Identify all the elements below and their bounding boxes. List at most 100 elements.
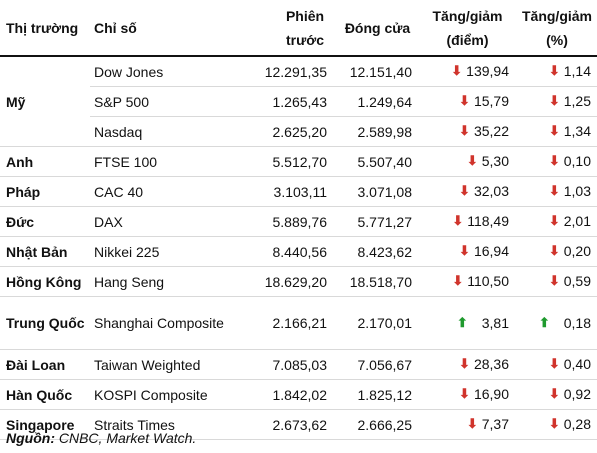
close-cell: 7.056,67: [335, 349, 420, 380]
previous-cell: 5.889,76: [250, 206, 335, 237]
change-pts-cell: ⬇ 118,49: [420, 206, 515, 237]
header-change-pts-text: Tăng/giảm (điểm): [432, 7, 503, 48]
previous-cell: 7.085,03: [250, 349, 335, 380]
table-row: Nhật Bản Nikkei 225 8.440,56 8.423,62 ⬇ 16,94…: [0, 236, 597, 267]
market-cell: Đức: [0, 206, 90, 237]
table-row: Trung Quốc Shanghai Composite 2.166,21 2.17…: [0, 296, 597, 350]
index-cell: Nikkei 225: [90, 236, 250, 267]
close-cell: 5.771,27: [335, 206, 420, 237]
change-pts-cell: ⬇ 5,30: [420, 146, 515, 177]
market-cell: Nhật Bản: [0, 236, 90, 267]
arrow-down-icon: ⬇: [452, 273, 464, 288]
arrow-down-icon: ⬇: [459, 93, 470, 108]
index-cell: CAC 40: [90, 176, 250, 207]
table-row: Anh FTSE 100 5.512,70 5.507,40 ⬇ 5,30 ⬇ 0,10: [0, 146, 597, 177]
previous-cell: 1.842,02: [250, 379, 335, 410]
change-pct-value: 0,92: [563, 386, 591, 402]
change-pts-cell: ⬇ 28,36: [420, 349, 515, 380]
change-pts-cell: ⬇ 7,37: [420, 409, 515, 440]
source-label: Nguồn:: [6, 430, 55, 446]
change-pct-value: 0,59: [563, 273, 591, 289]
header-previous-text: Phiên trước: [285, 7, 325, 48]
change-pct-cell: ⬆ 0,18: [515, 296, 597, 350]
arrow-down-icon: ⬇: [548, 213, 560, 228]
arrow-down-icon: ⬇: [466, 416, 478, 431]
close-cell: 12.151,40: [335, 56, 420, 87]
change-pts-cell: ⬇ 15,79: [420, 86, 515, 117]
market-cell: Singapore: [0, 409, 90, 440]
market-cell: Hàn Quốc: [0, 379, 90, 410]
arrow-down-icon: ⬇: [548, 356, 560, 371]
arrow-down-icon: ⬇: [459, 183, 470, 198]
change-pct-value: 0,40: [563, 356, 591, 372]
change-pts-value: 16,94: [473, 243, 509, 259]
index-cell: Dow Jones: [90, 56, 250, 87]
change-pts-value: 118,49: [467, 213, 509, 229]
change-pct-value: 1,14: [563, 63, 591, 79]
source-text: CNBC, Market Watch.: [58, 430, 197, 446]
header-close: Đóng cửa: [335, 0, 420, 57]
change-pts-cell: ⬇ 16,94: [420, 236, 515, 267]
table-row: S&P 500 1.265,43 1.249,64 ⬇ 15,79 ⬇ 1,25: [0, 86, 597, 117]
index-cell: Shanghai Composite: [90, 296, 250, 350]
market-cell: Anh: [0, 146, 90, 177]
change-pts-value: 5,30: [481, 153, 509, 169]
previous-cell: 2.625,20: [250, 116, 335, 147]
previous-cell: 8.440,56: [250, 236, 335, 267]
change-pct-cell: ⬇ 0,59: [515, 266, 597, 297]
change-pct-value: 0,28: [563, 416, 591, 432]
table-row: Nasdaq 2.625,20 2.589,98 ⬇ 35,22 ⬇ 1,34: [0, 116, 597, 147]
close-cell: 2.666,25: [335, 409, 420, 440]
previous-cell: 18.629,20: [250, 266, 335, 297]
change-pts-cell: ⬇ 139,94: [420, 56, 515, 87]
change-pts-value: 28,36: [473, 356, 509, 372]
market-cell: Trung Quốc: [0, 296, 90, 350]
change-pct-cell: ⬇ 1,03: [515, 176, 597, 207]
arrow-up-icon: ⬆: [538, 314, 550, 330]
change-pct-value: 2,01: [563, 213, 591, 229]
arrow-down-icon: ⬇: [451, 63, 463, 78]
arrow-up-icon: ⬆: [456, 314, 468, 330]
change-pct-cell: ⬇ 0,10: [515, 146, 597, 177]
index-cell: Nasdaq: [90, 116, 250, 147]
close-cell: 5.507,40: [335, 146, 420, 177]
change-pts-value: 15,79: [473, 93, 509, 109]
change-pts-value: 35,22: [473, 123, 509, 139]
close-cell: 2.589,98: [335, 116, 420, 147]
close-cell: 18.518,70: [335, 266, 420, 297]
market-cell: Hồng Kông: [0, 266, 90, 297]
arrow-down-icon: ⬇: [459, 356, 470, 371]
change-pct-value: 0,10: [563, 153, 591, 169]
header-change-pct: Tăng/giảm (%): [515, 0, 597, 57]
change-pct-value: 1,34: [563, 123, 591, 139]
change-pts-cell: ⬇ 32,03: [420, 176, 515, 207]
index-cell: DAX: [90, 206, 250, 237]
arrow-down-icon: ⬇: [459, 123, 470, 138]
table-row: Đài Loan Taiwan Weighted 7.085,03 7.056,67 ⬇…: [0, 349, 597, 380]
change-pct-cell: ⬇ 1,14: [515, 56, 597, 87]
previous-cell: 2.166,21: [250, 296, 335, 350]
header-change-pct-text: Tăng/giảm (%): [521, 7, 592, 48]
arrow-down-icon: ⬇: [466, 153, 478, 168]
header-change-pts: Tăng/giảm (điểm): [420, 0, 515, 57]
change-pts-cell: ⬆ 3,81: [420, 296, 515, 350]
arrow-down-icon: ⬇: [548, 153, 560, 168]
arrow-down-icon: ⬇: [548, 416, 560, 431]
arrow-down-icon: ⬇: [548, 123, 560, 138]
index-cell: Hang Seng: [90, 266, 250, 297]
change-pts-value: 7,37: [481, 416, 509, 432]
arrow-down-icon: ⬇: [459, 386, 470, 401]
arrow-down-icon: ⬇: [452, 213, 464, 228]
previous-cell: 3.103,11: [250, 176, 335, 207]
change-pct-cell: ⬇ 0,20: [515, 236, 597, 267]
change-pct-value: 1,25: [563, 93, 591, 109]
arrow-down-icon: ⬇: [459, 243, 470, 258]
arrow-down-icon: ⬇: [548, 243, 560, 258]
change-pct-cell: ⬇ 2,01: [515, 206, 597, 237]
change-pts-cell: ⬇ 110,50: [420, 266, 515, 297]
close-cell: 3.071,08: [335, 176, 420, 207]
table-row: Đức DAX 5.889,76 5.771,27 ⬇ 118,49 ⬇ 2,01: [0, 206, 597, 237]
header-index: Chỉ số: [90, 0, 250, 57]
table-row: Mỹ Dow Jones 12.291,35 12.151,40 ⬇ 139,94 ⬇ 1,1…: [0, 56, 597, 147]
close-cell: 8.423,62: [335, 236, 420, 267]
